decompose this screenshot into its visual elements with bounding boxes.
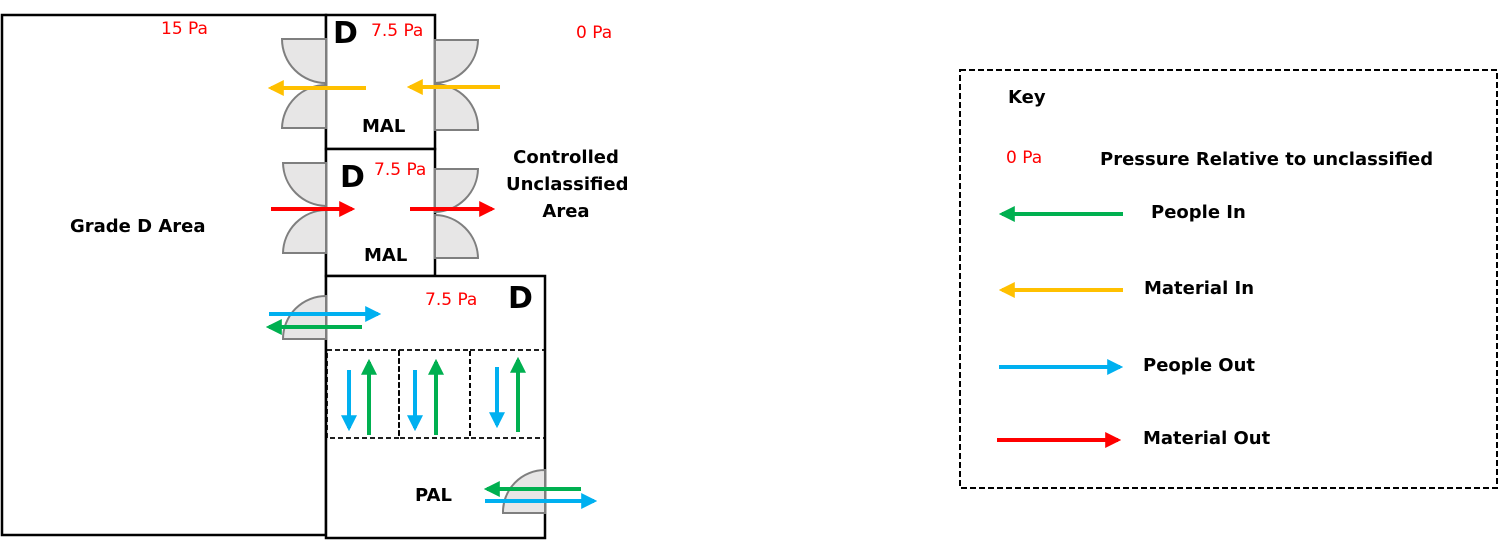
legend-pressure-sample: 0 Pa (1006, 148, 1043, 168)
grade-d-area-room (0, 13, 328, 537)
mal-top-grade: D (333, 16, 358, 51)
mal-top-label: MAL (362, 116, 406, 137)
door-mal-top-left (280, 38, 327, 129)
mal-top-pressure: 7.5 Pa (371, 21, 424, 41)
legend-material-out-label: Material Out (1143, 428, 1271, 449)
legend-people-in-label: People In (1151, 202, 1246, 223)
door-mal-mid-right (434, 168, 480, 259)
door-mal-mid-left (281, 162, 327, 254)
legend-material-in-label: Material In (1144, 278, 1255, 299)
grade-d-area-label: Grade D Area (70, 216, 206, 237)
pal-label: PAL (415, 485, 452, 506)
legend-box (959, 69, 1498, 489)
legend-title: Key (1008, 87, 1046, 108)
unclassified-label-line2: Unclassified (506, 174, 629, 195)
pal-pressure: 7.5 Pa (425, 290, 478, 310)
grade-d-pressure: 15 Pa (161, 19, 208, 39)
legend-people-out-label: People Out (1143, 355, 1256, 376)
door-pal-grade-d (281, 294, 327, 340)
mal-mid-grade: D (340, 160, 365, 195)
unclassified-label-line1: Controlled (513, 147, 619, 168)
legend-pressure-desc: Pressure Relative to unclassified (1100, 149, 1434, 170)
gowning-cells (326, 349, 546, 439)
gowning-cell-arrows (341, 356, 526, 435)
unclassified-area-label: Controlled Unclassified Area (506, 144, 629, 225)
pal-grade: D (508, 281, 533, 316)
unclassified-pressure: 0 Pa (576, 23, 613, 43)
unclassified-label-line3: Area (542, 201, 590, 222)
mal-mid-label: MAL (364, 245, 408, 266)
mal-mid-pressure: 7.5 Pa (374, 160, 427, 180)
